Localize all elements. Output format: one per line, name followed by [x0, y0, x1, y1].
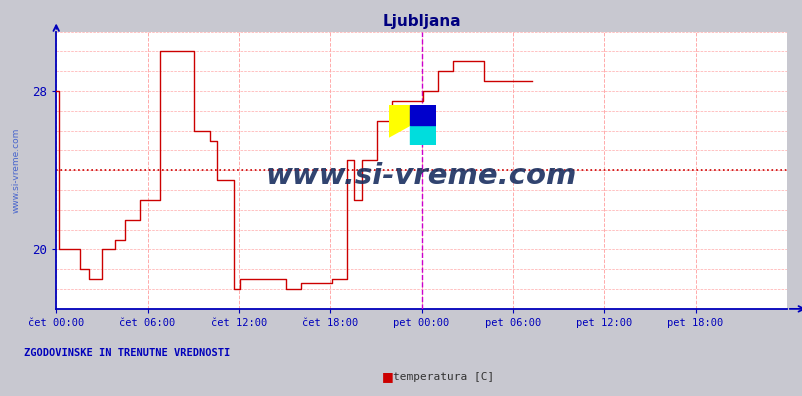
Polygon shape: [388, 105, 410, 137]
Polygon shape: [410, 105, 436, 125]
Text: www.si-vreme.com: www.si-vreme.com: [11, 128, 21, 213]
Text: ZGODOVINSKE IN TRENUTNE VREDNOSTI: ZGODOVINSKE IN TRENUTNE VREDNOSTI: [24, 348, 230, 358]
Text: temperatura [C]: temperatura [C]: [393, 372, 494, 382]
Polygon shape: [410, 125, 436, 145]
Text: ■: ■: [381, 370, 393, 383]
Text: www.si-vreme.com: www.si-vreme.com: [265, 162, 577, 190]
Title: Ljubljana: Ljubljana: [382, 14, 460, 29]
